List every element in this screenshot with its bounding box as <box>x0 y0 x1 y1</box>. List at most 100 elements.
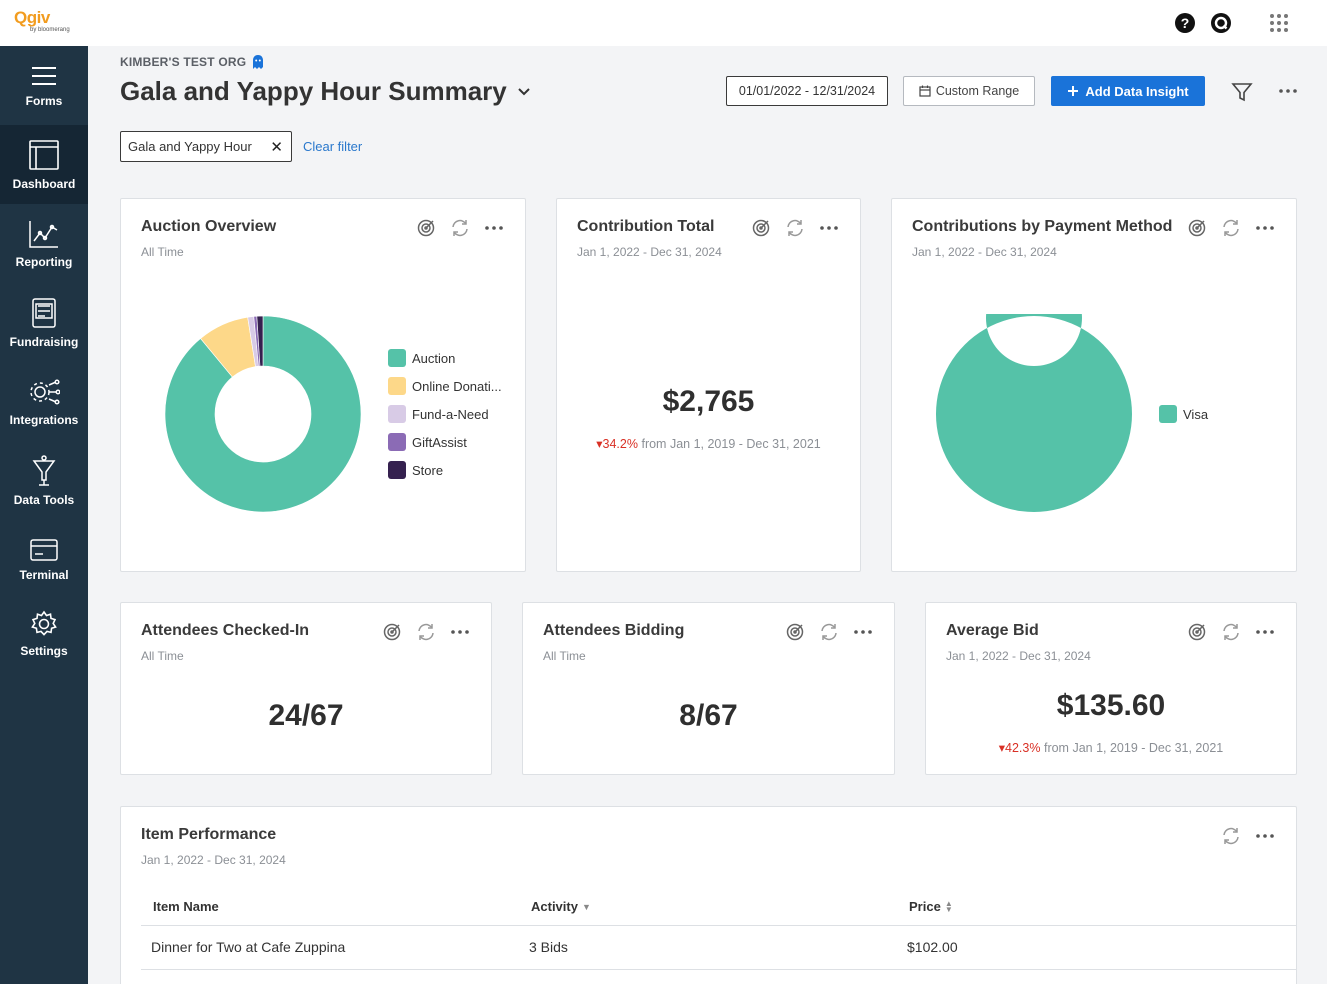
more-options-icon[interactable] <box>1276 80 1300 102</box>
cell-price: $102.00 <box>907 939 958 955</box>
delta-percent: 34.2% <box>602 437 638 451</box>
target-icon[interactable] <box>750 217 772 239</box>
more-options-icon[interactable] <box>483 217 505 239</box>
logo-subtext: by bloomerang <box>30 27 70 33</box>
sidebar-label: Fundraising <box>9 334 79 349</box>
card-subtitle: Jan 1, 2022 - Dec 31, 2024 <box>912 245 1057 259</box>
average-bid-card: Average Bid Jan 1, 2022 - Dec 31, 2024 $… <box>925 602 1297 775</box>
sidebar-label: Dashboard <box>12 176 76 191</box>
column-header-label: Activity <box>531 899 578 914</box>
close-icon[interactable]: ✕ <box>270 139 283 156</box>
custom-range-label: Custom Range <box>935 84 1020 98</box>
auction-legend: Auction Online Donati... Fund-a-Need Gif… <box>388 344 502 484</box>
sort-both-icon: ▲ ▼ <box>944 898 953 914</box>
row-divider <box>141 969 1297 970</box>
terminal-icon <box>30 538 58 561</box>
more-options-icon[interactable] <box>852 621 874 643</box>
cell-activity: 3 Bids <box>529 939 568 955</box>
average-bid-delta: ▾42.3% from Jan 1, 2019 - Dec 31, 2021 <box>926 740 1296 755</box>
sidebar-item-reporting[interactable]: Reporting <box>0 204 88 283</box>
sidebar-item-data-tools[interactable]: Data Tools <box>0 441 88 520</box>
legend-swatch <box>388 433 406 451</box>
plus-icon <box>1068 86 1079 96</box>
refresh-icon[interactable] <box>1220 825 1242 847</box>
org-name: KIMBER'S TEST ORG <box>120 55 264 69</box>
page-title[interactable]: Gala and Yappy Hour Summary <box>120 76 531 107</box>
down-arrow-icon: ▾ <box>998 741 1006 755</box>
legend-item: Store <box>388 456 502 484</box>
refresh-icon[interactable] <box>449 217 471 239</box>
slice-auction[interactable] <box>164 315 362 513</box>
sidebar-item-forms[interactable]: Forms <box>0 46 88 125</box>
date-range-input[interactable]: 01/01/2022 - 12/31/2024 <box>726 76 888 106</box>
sidebar-label: Settings <box>20 644 68 658</box>
reporting-icon <box>29 220 58 248</box>
qgiv-logo[interactable]: Qgiv by bloomerang <box>14 8 78 38</box>
legend-item: Online Donati... <box>388 372 502 400</box>
column-header-activity[interactable]: Activity ▼ <box>531 899 591 914</box>
apps-grid-icon[interactable] <box>1267 11 1291 35</box>
page-title-text: Gala and Yappy Hour Summary <box>120 76 507 106</box>
sidebar-item-terminal[interactable]: Terminal <box>0 520 88 599</box>
refresh-icon[interactable] <box>415 621 437 643</box>
calendar-icon <box>919 85 931 97</box>
card-title: Average Bid <box>946 622 1039 639</box>
refresh-icon[interactable] <box>784 217 806 239</box>
attendees-bidding-card: Attendees Bidding All Time 8/67 <box>522 602 895 775</box>
payment-method-card: Contributions by Payment Method Jan 1, 2… <box>891 198 1297 572</box>
item-performance-card: Item Performance Jan 1, 2022 - Dec 31, 2… <box>120 806 1297 984</box>
sidebar-item-integrations[interactable]: Integrations <box>0 362 88 441</box>
sidebar-label: Integrations <box>9 412 79 427</box>
auction-overview-card: Auction Overview All Time Auction Online… <box>120 198 526 572</box>
cell-item-name[interactable]: Dinner for Two at Cafe Zuppina <box>151 939 346 955</box>
qgiv-search-icon[interactable] <box>1209 11 1233 35</box>
target-icon[interactable] <box>1186 621 1208 643</box>
more-options-icon[interactable] <box>1254 825 1276 847</box>
filter-chip[interactable]: Gala and Yappy Hour ✕ <box>120 131 292 162</box>
more-options-icon[interactable] <box>818 217 840 239</box>
help-icon[interactable]: ? <box>1173 11 1197 35</box>
clear-filter-link[interactable]: Clear filter <box>303 139 363 154</box>
more-options-icon[interactable] <box>449 621 471 643</box>
more-options-icon[interactable] <box>1254 621 1276 643</box>
refresh-icon[interactable] <box>1220 217 1242 239</box>
card-subtitle: Jan 1, 2022 - Dec 31, 2024 <box>946 649 1091 663</box>
chevron-down-icon[interactable] <box>517 87 531 97</box>
card-subtitle: Jan 1, 2022 - Dec 31, 2024 <box>577 245 722 259</box>
checked-in-value: 24/67 <box>268 699 344 732</box>
column-header-price[interactable]: Price ▲ ▼ <box>909 899 953 914</box>
delta-text: from Jan 1, 2019 - Dec 31, 2021 <box>1043 741 1224 755</box>
refresh-icon[interactable] <box>818 621 840 643</box>
filter-chip-label: Gala and Yappy Hour <box>128 139 252 154</box>
sidebar-item-settings[interactable]: Settings <box>0 599 88 669</box>
header-divider <box>141 925 1297 926</box>
ghost-icon <box>253 55 264 69</box>
add-data-insight-button[interactable]: Add Data Insight <box>1051 76 1205 106</box>
column-header-item-name[interactable]: Item Name <box>153 899 219 914</box>
refresh-icon[interactable] <box>1220 621 1242 643</box>
column-header-label: Price <box>909 899 941 914</box>
filter-icon[interactable] <box>1230 80 1254 104</box>
bidding-value: 8/67 <box>679 699 738 732</box>
sidebar-item-dashboard[interactable]: Dashboard <box>0 125 88 204</box>
legend-label: Online Donati... <box>412 378 502 394</box>
card-title: Contributions by Payment Method <box>912 218 1173 235</box>
sidebar-item-fundraising[interactable]: Fundraising <box>0 283 88 362</box>
card-title: Item Performance <box>141 826 277 843</box>
target-icon[interactable] <box>415 217 437 239</box>
custom-range-button[interactable]: Custom Range <box>903 76 1035 106</box>
slice-visa[interactable] <box>936 314 1132 512</box>
card-subtitle: Jan 1, 2022 - Dec 31, 2024 <box>141 853 286 867</box>
target-icon[interactable] <box>381 621 403 643</box>
target-icon[interactable] <box>1186 217 1208 239</box>
legend-label: Auction <box>412 350 456 366</box>
auction-donut-chart <box>164 315 362 513</box>
column-header-label: Item Name <box>153 899 219 914</box>
more-options-icon[interactable] <box>1254 217 1276 239</box>
settings-icon <box>31 610 57 636</box>
legend-item: Fund-a-Need <box>388 400 502 428</box>
target-icon[interactable] <box>784 621 806 643</box>
sidebar-label: Data Tools <box>13 492 75 507</box>
slice-store[interactable] <box>256 315 264 367</box>
card-subtitle: All Time <box>543 649 586 663</box>
